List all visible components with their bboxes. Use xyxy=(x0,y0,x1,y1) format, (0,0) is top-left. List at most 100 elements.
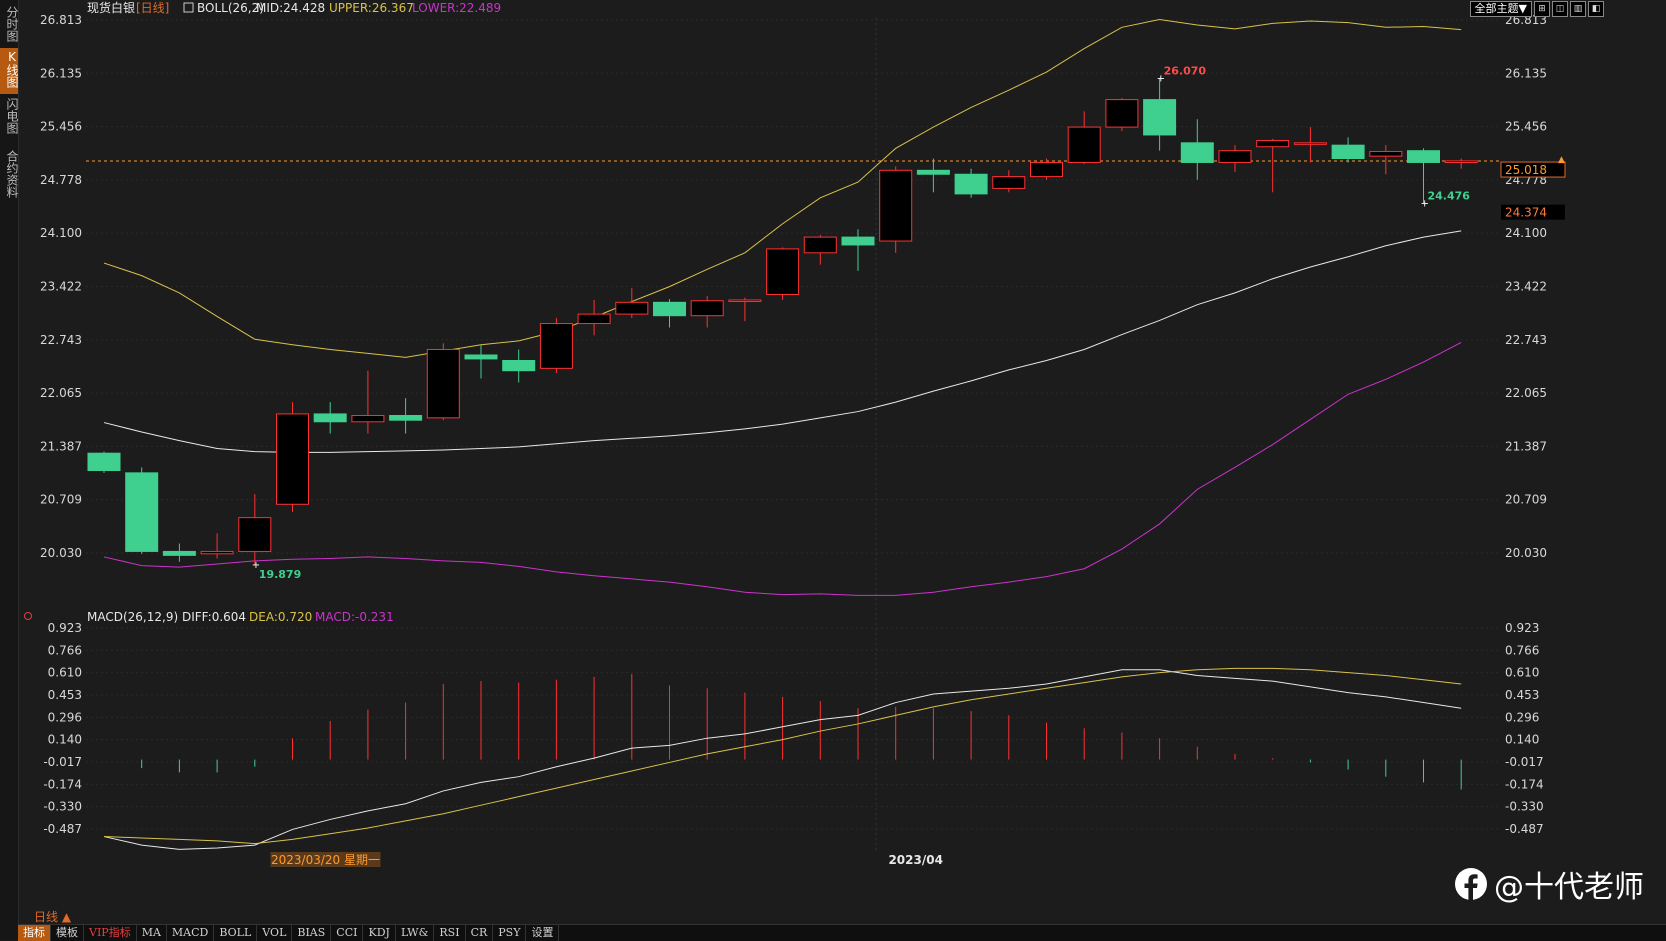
macd-y-tick-left: 0.610 xyxy=(48,666,82,680)
boll-lower-line xyxy=(103,341,1462,596)
candle-up xyxy=(1067,126,1101,163)
macd-close-icon xyxy=(24,612,32,620)
indicator-tab[interactable]: VOL xyxy=(257,925,293,941)
candle-up xyxy=(615,301,649,315)
macd-y-tick-left: -0.330 xyxy=(43,800,82,814)
current-price-box xyxy=(1500,161,1566,178)
macd-y-tick-left: -0.017 xyxy=(43,755,82,769)
side-tab-contract-info[interactable]: 合约资料 xyxy=(5,150,19,198)
macd-indicator-label: MACD(26,12,9) xyxy=(87,610,178,624)
candle-up xyxy=(351,414,385,423)
layout-split-icon[interactable]: ◫ xyxy=(1552,1,1568,17)
extreme-marker: + xyxy=(252,560,260,571)
indicator-tab[interactable]: KDJ xyxy=(363,925,396,941)
macd-dea-line xyxy=(103,667,1462,845)
x-axis-month-label: 2023/04 xyxy=(888,853,942,867)
boll-upper-line xyxy=(103,18,1462,358)
indicator-tab[interactable]: VIP指标 xyxy=(84,925,137,941)
boll-upper-value: UPPER:26.367 xyxy=(329,1,414,15)
layout-columns-icon[interactable]: ▥ xyxy=(1570,1,1586,17)
y-tick-label-right: 23.422 xyxy=(1505,279,1547,293)
layout-panel-icon[interactable]: ◧ xyxy=(1588,1,1604,17)
y-tick-label-left: 20.709 xyxy=(40,493,82,507)
x-label-highlight xyxy=(270,852,381,867)
macd-y-tick-right: 0.610 xyxy=(1505,666,1539,680)
macd-y-tick-right: -0.487 xyxy=(1505,822,1544,836)
boll-mid-line xyxy=(103,230,1462,453)
indicator-tab[interactable]: CCI xyxy=(331,925,364,941)
candle-up xyxy=(690,300,724,317)
candle-up xyxy=(1256,139,1290,148)
indicator-tab[interactable]: BIAS xyxy=(292,925,332,941)
y-tick-label-left: 24.100 xyxy=(40,226,82,240)
side-tab-flash[interactable]: 闪电图 xyxy=(5,98,19,134)
candle-up xyxy=(577,313,611,325)
candle-down xyxy=(125,472,159,552)
y-tick-label-right: 25.456 xyxy=(1505,120,1547,134)
current-price-label: 25.018 xyxy=(1505,163,1547,177)
indicator-tab[interactable]: MACD xyxy=(167,925,215,941)
y-tick-label-left: 24.778 xyxy=(40,173,82,187)
indicator-tab[interactable]: CR xyxy=(466,925,494,941)
candle-up xyxy=(1293,142,1327,145)
y-tick-label-left: 26.813 xyxy=(40,13,82,27)
candle-down xyxy=(653,301,686,317)
candle-up xyxy=(1369,150,1403,157)
y-tick-label-right: 26.135 xyxy=(1505,66,1547,80)
extreme-value-label: 26.070 xyxy=(1164,64,1207,77)
indicator-tab[interactable]: 设置 xyxy=(526,925,560,941)
indicator-tab[interactable]: PSY xyxy=(493,925,527,941)
candle-down xyxy=(389,414,423,421)
candle-up xyxy=(879,169,913,242)
indicator-tab[interactable]: RSI xyxy=(434,925,466,941)
candle-down xyxy=(162,550,196,556)
y-tick-label-left: 25.456 xyxy=(40,120,82,134)
candle-up xyxy=(766,248,800,295)
period-tag: [日线] xyxy=(136,1,169,15)
candle-up xyxy=(1444,160,1478,163)
indicator-tab[interactable]: MA xyxy=(137,925,167,941)
indicator-tab[interactable]: BOLL xyxy=(214,925,258,941)
macd-hist-value: MACD:-0.231 xyxy=(315,610,394,624)
candle-down xyxy=(313,413,347,423)
boll-lower-value-box xyxy=(1501,204,1565,220)
candle-down xyxy=(841,236,875,246)
y-tick-label-left: 22.743 xyxy=(40,333,82,347)
macd-y-tick-left: 0.923 xyxy=(48,621,82,635)
candle-up xyxy=(803,236,837,254)
candle-up xyxy=(539,323,573,369)
candle-down xyxy=(916,169,950,175)
indicator-tab[interactable]: LW& xyxy=(396,925,435,941)
indicator-tab[interactable]: 指标 xyxy=(18,925,51,941)
macd-y-tick-right: 0.923 xyxy=(1505,621,1539,635)
macd-y-tick-left: -0.174 xyxy=(43,777,82,791)
macd-y-tick-right: 0.296 xyxy=(1505,710,1539,724)
candle-up xyxy=(992,176,1026,189)
macd-y-tick-right: -0.174 xyxy=(1505,777,1544,791)
boll-mid-value: MID:24.428 xyxy=(256,1,325,15)
macd-y-tick-left: 0.766 xyxy=(48,643,82,657)
candle-down xyxy=(87,452,121,471)
boll-lower-legend-value: LOWER:22.489 xyxy=(412,1,501,15)
left-side-tabs: 分时图 K线图 闪电图 合约资料 xyxy=(0,0,19,940)
y-tick-label-right: 20.030 xyxy=(1505,546,1547,560)
theme-select[interactable]: 全部主题▼ xyxy=(1469,1,1532,17)
layout-grid-icon[interactable]: ⊞ xyxy=(1534,1,1550,17)
candle-down xyxy=(954,173,988,195)
extreme-value-label: 19.879 xyxy=(259,568,301,581)
y-tick-label-left: 26.135 xyxy=(40,66,82,80)
extreme-marker: + xyxy=(1421,199,1429,210)
period-label[interactable]: 日线 ▲ xyxy=(34,910,72,924)
candle-up xyxy=(1218,150,1252,163)
macd-dea-value: DEA:0.720 xyxy=(249,610,312,624)
watermark: @十代老师 xyxy=(1454,862,1644,906)
side-tab-kline[interactable]: K线图 xyxy=(0,48,19,94)
candle-down xyxy=(1331,144,1365,160)
indicator-tab[interactable]: 模板 xyxy=(51,925,84,941)
candle-down xyxy=(1407,150,1440,163)
extreme-value-label: 24.476 xyxy=(1428,190,1471,203)
macd-diff-value: DIFF:0.604 xyxy=(182,610,246,624)
candle-up xyxy=(426,348,460,419)
side-tab-timeshare[interactable]: 分时图 xyxy=(5,6,19,42)
